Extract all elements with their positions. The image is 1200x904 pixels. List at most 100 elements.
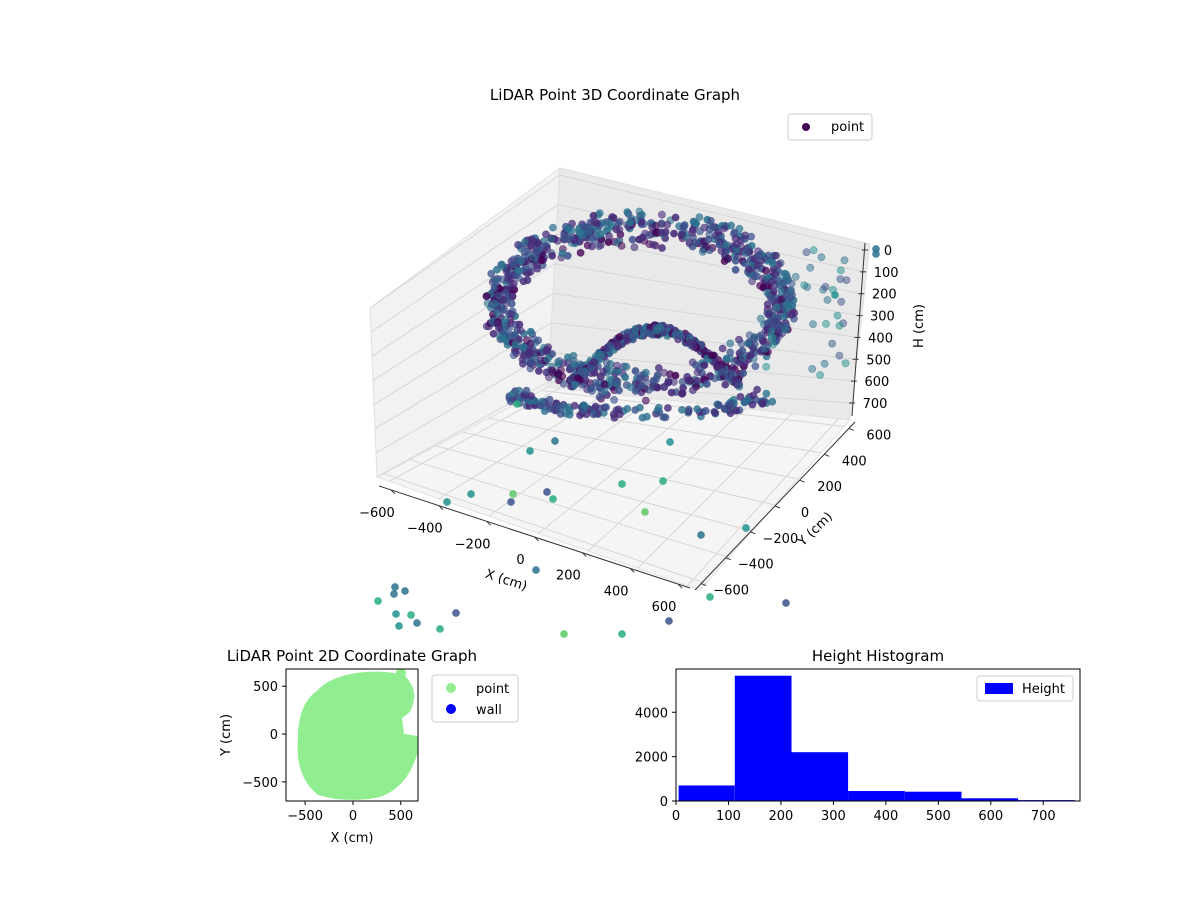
chart-3d-point (828, 339, 837, 348)
chart-3d-point (548, 251, 556, 260)
chart-3d-point (705, 230, 714, 239)
histogram-legend-swatch (985, 683, 1013, 694)
chart-3d-x-tick-label: −600 (359, 506, 395, 521)
chart-3d-point (748, 400, 757, 409)
chart-3d-point (613, 340, 622, 349)
histogram-x-tick-label: 0 (672, 809, 680, 824)
chart-3d-point (659, 413, 668, 421)
histogram-frame (675, 668, 1081, 802)
chart-3d-point (395, 622, 403, 630)
chart-3d-y-tick-mark (774, 505, 781, 509)
chart-3d-point (762, 266, 770, 275)
chart-3d-point (658, 244, 666, 252)
chart-3d-point (762, 389, 771, 398)
chart-3d-point (767, 327, 776, 336)
chart-3d-point (806, 263, 815, 272)
chart-3d-z-tick-label: 500 (866, 353, 891, 368)
chart-3d-point (788, 301, 797, 310)
chart-3d-point (743, 395, 752, 404)
chart-3d-point (547, 235, 555, 243)
chart-3d-point (522, 386, 531, 395)
chart-3d-point (602, 403, 610, 411)
chart-2d-point-cloud (297, 671, 418, 800)
chart-3d-y-tick-label: 600 (866, 428, 891, 443)
chart-3d-point (738, 353, 747, 362)
chart-3d-z-tick-label: 400 (868, 331, 893, 346)
chart-3d-point (543, 244, 552, 253)
chart-3d-point (731, 265, 740, 274)
chart-3d-point (498, 306, 507, 314)
chart-3d-point (820, 359, 829, 368)
chart-3d-point (686, 339, 694, 347)
chart-3d-point (774, 313, 782, 322)
chart-3d-point (595, 392, 604, 401)
chart-3d-point (631, 367, 640, 375)
chart-3d-grid-line (541, 389, 845, 428)
chart-3d-z-tick-label: 600 (864, 375, 889, 390)
chart-3d-y-tick-label: 200 (817, 480, 842, 495)
histogram-x-tick-label: 400 (873, 809, 898, 824)
chart-3d-point (776, 322, 784, 331)
chart-3d-point (392, 610, 400, 618)
chart-3d-point (787, 286, 795, 295)
chart-3d-point (631, 325, 640, 334)
chart-3d-point (718, 368, 726, 376)
chart-3d-point (842, 276, 851, 284)
chart-3d-point (413, 619, 421, 627)
chart-3d-y-tick-mark (848, 427, 855, 431)
chart-3d-point (618, 480, 626, 488)
chart-3d-point (701, 406, 710, 415)
chart-3d-point (532, 566, 540, 574)
chart-3d-point (684, 376, 693, 385)
histogram-legend-label: Height (1022, 682, 1065, 697)
chart-3d-point (564, 224, 572, 233)
chart-3d-point (645, 231, 653, 240)
chart-3d-point (638, 381, 646, 390)
histogram-bar (904, 791, 962, 801)
chart-3d-point (595, 209, 604, 217)
chart-3d-points (374, 207, 880, 638)
chart-3d-point (537, 256, 546, 265)
chart-3d-point (809, 320, 817, 328)
chart-3d-point (615, 386, 623, 395)
chart-3d-x-tick-label: 600 (652, 600, 677, 615)
histogram-y-tick-label: 4000 (635, 706, 668, 721)
chart-3d-point (511, 340, 520, 349)
chart-3d-y-tick-label: 400 (842, 454, 867, 469)
chart-3d-x-tick-mark (677, 583, 683, 589)
chart-3d-point (739, 369, 748, 378)
chart-3d-point (606, 341, 615, 350)
histogram-legend: Height (976, 675, 1074, 702)
chart-3d-point (509, 255, 518, 264)
chart-3d-z-tick-label: 0 (884, 244, 892, 259)
chart-3d-point (698, 247, 707, 256)
chart-2d-title: LiDAR Point 2D Coordinate Graph (227, 647, 477, 665)
chart-3d-point (744, 265, 753, 274)
chart-3d-point (740, 259, 749, 268)
chart-3d-point (669, 377, 678, 386)
chart-3d-point (516, 326, 525, 335)
chart-3d-point (642, 368, 650, 377)
chart-3d-point (581, 223, 590, 232)
chart-2d-y-tick-label: 0 (270, 728, 278, 743)
chart-2d-y-label: Y (cm) (219, 714, 234, 757)
chart-2d-ticks: −500 0 500 500 0 −500 (242, 680, 413, 824)
chart-3d-grid-line (554, 263, 860, 317)
chart-histogram: Height Histogram 0 100 200 300 400 500 600 7000… (635, 647, 1081, 824)
chart-3d-point (586, 364, 595, 373)
chart-3d-point (707, 216, 715, 225)
chart-2d-x-tick-label: −500 (287, 809, 323, 824)
histogram-legend-box (976, 675, 1074, 702)
chart-3d-point (840, 256, 849, 265)
chart-3d-point (526, 327, 535, 336)
chart-3d-point (492, 265, 501, 274)
chart-3d-point (613, 377, 622, 386)
chart-3d-point (831, 291, 839, 299)
chart-3d-point (672, 329, 680, 337)
chart-3d-point (508, 292, 517, 300)
chart-3d-z-tick-label: 200 (872, 288, 897, 303)
chart-3d-y-tick-mark (700, 583, 707, 587)
chart-3d-point (490, 276, 499, 285)
chart-3d-point (744, 339, 753, 348)
